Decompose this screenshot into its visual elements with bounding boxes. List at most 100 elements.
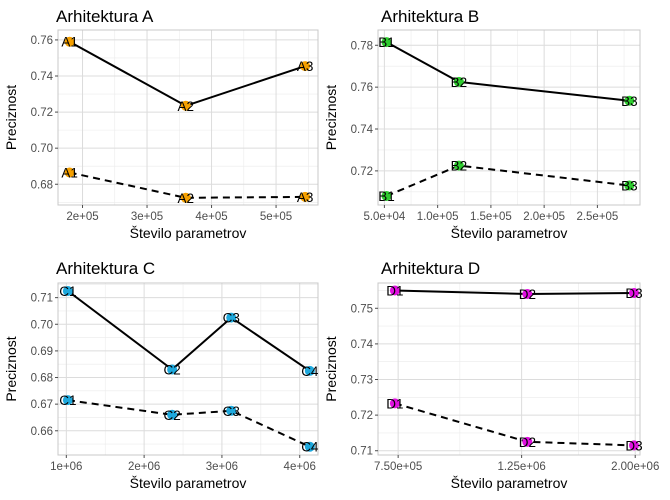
x-tick-label: 2.5e+05 [576,211,618,223]
data-label: C3 [223,311,240,326]
y-tick-label: 0.67 [31,399,53,411]
data-label: D1 [386,396,403,411]
chart-panel: Arhitektura A 2e+05 3e+05 4e+05 5e+05 0.68 0.7… [3,7,319,241]
data-point [64,167,75,178]
data-point [304,365,315,376]
panel-border [57,282,319,456]
x-axis-label: Število parametrov [130,225,247,241]
x-tick-label: 2.00e+06 [611,461,659,473]
y-tick-label: 0.71 [31,293,53,305]
data-label: D1 [386,283,403,298]
x-tick-label: 1.0e+05 [417,211,459,223]
x-tick-label: 3e+05 [131,211,163,223]
y-tick-label: 0.74 [351,124,374,136]
chart-panel: Arhitektura C 1e+06 2e+06 3e+06 4e+06 0.66 0.6… [3,259,319,491]
data-label: A3 [297,190,314,205]
data-label: A3 [297,59,314,74]
data-point [62,285,73,296]
data-point [226,405,237,416]
data-label: B3 [621,94,638,109]
y-tick-label: 0.66 [31,426,53,438]
panel-border [377,282,641,456]
x-tick-label: 3e+06 [206,461,238,473]
data-label: D2 [519,287,536,302]
chart-panel: Arhitektura B 5.0e+04 1.0e+05 1.5e+05 2.0e+0… [323,7,641,241]
data-label: B1 [378,189,395,204]
y-tick-label: 0.72 [351,166,373,178]
x-tick-label: 2e+05 [66,211,98,223]
y-tick-label: 0.74 [31,71,54,83]
plot-area [378,283,640,455]
data-label: A1 [61,166,78,181]
x-tick-label: 7.50e+05 [374,461,422,473]
chart-panel: Arhitektura D 7.50e+05 1.25e+06 2.00e+06 0.7… [323,259,659,491]
y-tick-label: 0.71 [351,446,373,458]
data-point [167,364,178,375]
y-tick-label: 0.74 [351,339,374,351]
x-tick-label: 5.0e+04 [363,211,405,223]
data-label: C3 [223,404,240,419]
data-point [381,190,392,201]
data-point [624,180,635,191]
y-axis-label: Preciznost [3,85,19,150]
data-point [522,289,533,300]
data-label: C2 [163,408,180,423]
data-point [453,160,464,171]
x-tick-label: 1.25e+06 [497,461,545,473]
x-tick-label: 2e+06 [128,461,160,473]
y-tick-label: 0.72 [31,107,53,119]
data-label: A2 [177,191,194,206]
data-label: C2 [163,363,180,378]
series-line-dashed [69,171,306,199]
data-point [64,36,75,47]
data-label: D3 [625,438,642,453]
y-tick-label: 0.70 [31,143,53,155]
data-point [389,285,400,296]
data-label: D2 [519,435,536,450]
data-label: B1 [378,35,395,50]
y-tick-label: 0.73 [351,375,373,387]
panel-title: Arhitektura C [56,259,155,278]
data-point [226,312,237,323]
data-label: C4 [301,364,319,379]
panel-title: Arhitektura D [381,259,480,278]
panel-title: Arhitektura A [56,7,154,26]
x-tick-label: 1.5e+05 [470,211,512,223]
x-tick-label: 5e+05 [260,211,292,223]
data-point [167,409,178,420]
data-point [381,37,392,48]
panel-title: Arhitektura B [381,7,479,26]
data-label: A1 [61,35,78,50]
data-point [629,287,640,298]
plot-area [378,30,640,205]
y-tick-label: 0.72 [351,410,373,422]
data-point [62,395,73,406]
y-tick-label: 0.75 [351,303,373,315]
series-line-solid [67,290,311,372]
plot-area [58,283,318,455]
data-point [304,441,315,452]
data-point [389,398,400,409]
y-tick-label: 0.76 [351,82,373,94]
y-tick-label: 0.69 [31,346,53,358]
data-label: B2 [451,75,468,90]
x-tick-label: 1e+06 [50,461,82,473]
y-tick-label: 0.68 [31,179,53,191]
x-axis-label: Število parametrov [130,475,247,491]
x-tick-label: 4e+05 [195,211,227,223]
y-tick-label: 0.76 [31,35,53,47]
x-tick-label: 4e+06 [284,461,316,473]
data-label: A2 [177,99,194,114]
x-axis-label: Število parametrov [451,475,568,491]
data-point [453,76,464,87]
y-tick-label: 0.70 [31,319,53,331]
data-label: D3 [625,286,642,301]
y-tick-label: 0.78 [351,40,373,52]
data-point [180,100,191,111]
x-axis-label: Število parametrov [451,225,568,241]
data-point [522,436,533,447]
data-point [180,192,191,203]
y-axis-label: Preciznost [323,85,339,150]
panel-border [377,29,641,206]
